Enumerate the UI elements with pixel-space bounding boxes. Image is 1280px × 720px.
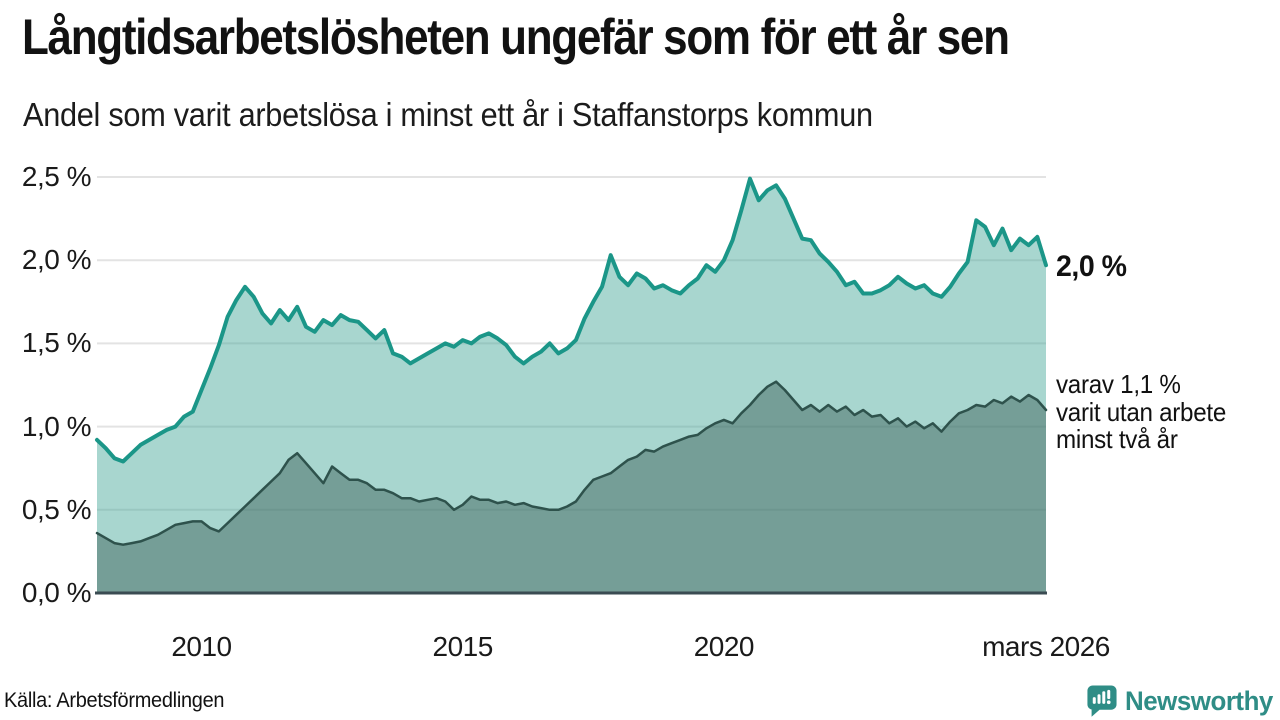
- y-axis-label: 0,0 %: [21, 577, 92, 608]
- chart-subtitle: Andel som varit arbetslösa i minst ett å…: [23, 96, 873, 133]
- series2-end-annotation: varav 1,1 % varit utan arbete minst två …: [1056, 369, 1227, 454]
- annotation-line: varit utan arbete: [1056, 396, 1227, 427]
- x-axis-label: 2010: [171, 631, 232, 662]
- x-axis-label: 2020: [693, 631, 755, 662]
- newsworthy-wordmark: Newsworthy: [1125, 685, 1273, 716]
- annotation-line: minst två år: [1056, 424, 1178, 454]
- y-axis-label: 1,5 %: [21, 327, 92, 359]
- source-caption: Källa: Arbetsförmedlingen: [4, 689, 225, 712]
- end-value-label: 2,0 %: [1056, 250, 1127, 283]
- annotation-line: varav 1,1 %: [1056, 369, 1181, 399]
- series-line-0: [95, 176, 1048, 464]
- series-area-1: [97, 381, 1046, 593]
- y-axis-label: 0,5 %: [21, 493, 92, 525]
- y-axis-label: 1,0 %: [21, 410, 92, 442]
- newsworthy-logo: Newsworthy: [1085, 684, 1279, 718]
- y-axis-label: 2,0 %: [21, 244, 92, 276]
- newsworthy-icon: [1087, 685, 1117, 717]
- page-title: Långtidsarbetslösheten ungefär som för e…: [22, 9, 1010, 65]
- y-axis-label: 2,5 %: [21, 161, 92, 192]
- x-axis-label: mars 2026: [982, 631, 1110, 662]
- x-axis-label: 2015: [432, 631, 494, 662]
- series-line-1: [95, 380, 1048, 546]
- series-area-0: [97, 178, 1046, 593]
